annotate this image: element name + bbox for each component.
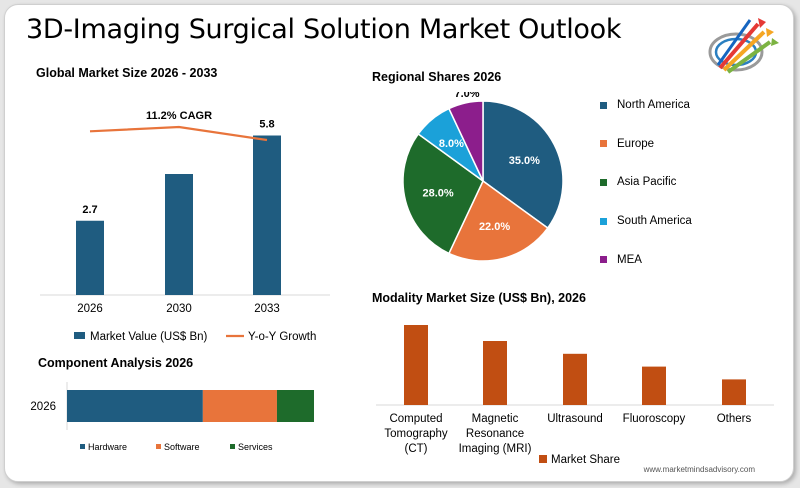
legend-swatch: [600, 178, 607, 186]
market-bar-2033: [253, 135, 281, 295]
cagr-annotation: 11.2% CAGR: [146, 110, 212, 122]
legend-item-north-america: North America: [600, 99, 690, 111]
regional-shares-title: Regional Shares 2026: [372, 70, 502, 84]
x-tick-label: Ultrasound: [547, 413, 603, 425]
legend-label: North America: [617, 99, 690, 111]
legend-label-services: Services: [238, 442, 273, 452]
bar-value-label: 2.7: [82, 204, 97, 216]
x-tick-label: Resonance: [466, 428, 524, 440]
component-segment-software: [202, 390, 277, 422]
legend-swatch: [600, 101, 607, 109]
legend-label-market-share: Market Share: [551, 454, 620, 466]
legend-swatch-hardware: [80, 444, 85, 449]
legend-swatch-market-share: [539, 455, 547, 463]
component-segment-hardware: [67, 390, 203, 422]
legend-label-growth: Y-o-Y Growth: [248, 331, 316, 343]
market-bar-2030: [165, 174, 193, 295]
x-tick-label: (CT): [405, 443, 428, 455]
modality-bar-chart: Computed Tomography (CT) Magnetic Resonance I…: [376, 325, 774, 466]
pie-value-label: 7.0%: [454, 92, 479, 100]
modality-bar: [722, 379, 746, 405]
pie-slice-asia-pacific: [402, 132, 484, 255]
x-tick-label: Computed: [389, 413, 442, 425]
component-segment-services: [276, 390, 314, 422]
market-bar-2026: [76, 220, 104, 295]
legend-swatch-software: [156, 444, 161, 449]
legend-swatch-services: [230, 444, 235, 449]
x-tick-label: 2026: [77, 303, 103, 315]
footer-url: www.marketmindsadvisory.com: [643, 465, 755, 474]
regional-pie-chart: 35.0% 22.0% 28.0% 8.0% 7.0%: [402, 92, 564, 262]
legend-swatch: [600, 217, 607, 225]
pie-slice-mea: [447, 100, 484, 182]
market-size-chart: 2.7 2026 2030 5.8 2033 11.2% CAGR Market Value…: [40, 110, 330, 343]
pie-value-label: 8.0%: [439, 138, 464, 150]
modality-bar: [404, 325, 428, 405]
modality-bar: [483, 341, 507, 405]
legend-label: South America: [617, 215, 692, 228]
legend-label-software: Software: [164, 442, 200, 452]
x-tick-label: Magnetic: [472, 413, 519, 425]
pie-value-label: 28.0%: [422, 188, 453, 200]
page-title: 3D-Imaging Surgical Solution Market Outl…: [26, 14, 622, 45]
legend-label-hardware: Hardware: [88, 442, 127, 452]
pie-value-label: 22.0%: [479, 221, 510, 233]
modality-bar: [563, 353, 587, 405]
legend-swatch-market-value: [74, 332, 85, 339]
modality-bar: [642, 366, 666, 405]
x-tick-label: 2030: [166, 303, 192, 315]
legend-label: MEA: [617, 253, 642, 266]
growth-line: [89, 125, 268, 142]
x-tick-label: Imaging (MRI): [459, 443, 532, 455]
legend-swatch: [600, 140, 607, 148]
x-tick-label: 2033: [254, 303, 280, 315]
pie-value-label: 35.0%: [509, 155, 540, 167]
legend-swatch: [600, 256, 607, 264]
legend-item-mea: MEA: [600, 254, 642, 266]
legend-item-asia-pacific: Asia Pacific: [600, 176, 676, 188]
pie-slice-north-america: [482, 100, 564, 230]
market-size-title: Global Market Size 2026 - 2033: [36, 66, 218, 80]
modality-title: Modality Market Size (US$ Bn), 2026: [372, 291, 586, 305]
legend-label: Asia Pacific: [617, 176, 677, 189]
legend-label: Europe: [617, 137, 655, 150]
legend-item-south-america: South America: [600, 215, 692, 227]
component-analysis-title: Component Analysis 2026: [38, 356, 194, 370]
brand-logo-icon: [708, 18, 779, 74]
legend-item-europe: Europe: [600, 138, 654, 150]
x-tick-label: Tomography: [384, 428, 448, 440]
x-tick-label: Others: [717, 413, 752, 425]
x-tick-label: Fluoroscopy: [623, 413, 686, 425]
legend-label-market-value: Market Value (US$ Bn): [90, 331, 208, 343]
component-stacked-chart: 2026 Hardware Software Services: [30, 382, 314, 452]
y-tick-label: 2026: [30, 401, 56, 413]
bar-value-label: 5.8: [259, 119, 274, 131]
